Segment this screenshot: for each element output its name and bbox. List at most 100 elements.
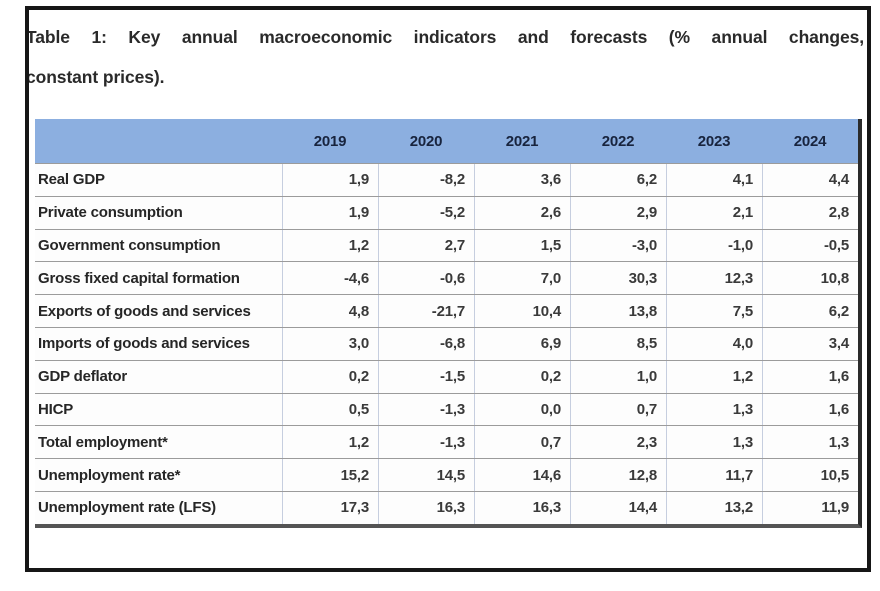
cell-value: 1,0	[570, 360, 666, 393]
cell-value: -8,2	[378, 164, 474, 196]
row-label: Real GDP	[38, 171, 105, 189]
row-label: Total employment*	[38, 433, 168, 451]
cell-value: 4,8	[282, 295, 378, 327]
year-header-2019: 2019	[313, 132, 347, 150]
cell-value: 16,3	[474, 491, 570, 524]
cell-value: 4,0	[666, 327, 762, 360]
cell-value: -3,0	[570, 229, 666, 262]
cell-value: 6,2	[762, 295, 858, 327]
cell-value: 1,9	[282, 196, 378, 229]
macro-indicators-table: 2019 2020 2021 2022 2023 2024 Real GDP 1,9 -8,2…	[35, 119, 862, 528]
cell-value: 17,3	[282, 491, 378, 524]
year-header-2022: 2022	[601, 132, 635, 150]
cell-value: 2,7	[378, 229, 474, 262]
cell-value: 0,7	[474, 426, 570, 459]
table-row: Imports of goods and services 3,0 -6,8 6,9 8…	[35, 326, 858, 360]
cell-value: 10,5	[762, 459, 858, 491]
table-caption: Table 1: Key annual macroeconomic indica…	[26, 17, 865, 97]
row-label: HICP	[38, 400, 74, 418]
cell-value: 0,2	[474, 360, 570, 393]
cell-value: 2,8	[762, 196, 858, 229]
row-label: GDP deflator	[38, 368, 128, 386]
header-label-spacer	[35, 119, 282, 163]
cell-value: 7,5	[666, 295, 762, 327]
cell-value: 12,3	[666, 262, 762, 295]
year-header-2024: 2024	[793, 132, 827, 150]
cell-value: 11,9	[762, 491, 858, 524]
cell-value: 1,3	[666, 426, 762, 459]
table-caption-line-2: constant prices).	[26, 67, 165, 87]
table-caption-line-1: Table 1: Key annual macroeconomic indica…	[26, 27, 864, 47]
table-row: GDP deflator 0,2 -1,5 0,2 1,0 1,2 1,6	[35, 359, 858, 393]
cell-value: 0,0	[474, 393, 570, 426]
table-row: HICP 0,5 -1,3 0,0 0,7 1,3 1,6	[35, 392, 858, 426]
cell-value: 2,1	[666, 196, 762, 229]
cell-value: 4,4	[762, 164, 858, 196]
row-label: Imports of goods and services	[38, 335, 250, 353]
cell-value: 0,5	[282, 393, 378, 426]
cell-value: 3,0	[282, 327, 378, 360]
row-label: Unemployment rate (LFS)	[38, 499, 216, 517]
cell-value: 2,9	[570, 196, 666, 229]
cell-value: 15,2	[282, 459, 378, 491]
cell-value: 1,3	[762, 426, 858, 459]
cell-value: -1,3	[378, 426, 474, 459]
cell-value: 7,0	[474, 262, 570, 295]
cell-value: 4,1	[666, 164, 762, 196]
cell-value: 0,7	[570, 393, 666, 426]
cell-value: 13,8	[570, 295, 666, 327]
cell-value: -5,2	[378, 196, 474, 229]
table-row: Unemployment rate (LFS) 17,3 16,3 16,3 14,4 1…	[35, 490, 858, 524]
table-body: Real GDP 1,9 -8,2 3,6 6,2 4,1 4,4 Private consu…	[35, 163, 858, 524]
cell-value: 16,3	[378, 491, 474, 524]
cell-value: 3,6	[474, 164, 570, 196]
cell-value: 1,3	[666, 393, 762, 426]
year-header-2020: 2020	[409, 132, 443, 150]
table-row: Government consumption 1,2 2,7 1,5 -3,0 -1,0-…	[35, 228, 858, 262]
year-header-2023: 2023	[697, 132, 731, 150]
cell-value: 13,2	[666, 491, 762, 524]
cell-value: -1,5	[378, 360, 474, 393]
cell-value: 2,3	[570, 426, 666, 459]
table-row: Exports of goods and services 4,8 -21,7 10,…	[35, 294, 858, 327]
table-row: Total employment* 1,2 -1,3 0,7 2,3 1,3 1,3	[35, 425, 858, 459]
cell-value: 2,6	[474, 196, 570, 229]
table-row: Real GDP 1,9 -8,2 3,6 6,2 4,1 4,4	[35, 163, 858, 196]
row-label: Government consumption	[38, 236, 221, 254]
row-label: Gross fixed capital formation	[38, 269, 240, 287]
cell-value: 10,8	[762, 262, 858, 295]
table-row: Private consumption 1,9 -5,2 2,6 2,9 2,1 2,8	[35, 195, 858, 229]
cell-value: 10,4	[474, 295, 570, 327]
cell-value: -1,3	[378, 393, 474, 426]
cell-value: 6,9	[474, 327, 570, 360]
cell-value: 8,5	[570, 327, 666, 360]
cell-value: 0,2	[282, 360, 378, 393]
cell-value: 1,6	[762, 393, 858, 426]
cell-value: 1,2	[282, 229, 378, 262]
table-header-row: 2019 2020 2021 2022 2023 2024	[35, 119, 858, 163]
table-row: Unemployment rate* 15,2 14,5 14,6 12,8 11,7 10…	[35, 458, 858, 491]
cell-value: 1,2	[666, 360, 762, 393]
cell-value: 1,2	[282, 426, 378, 459]
cell-value: 1,5	[474, 229, 570, 262]
cell-value: -21,7	[378, 295, 474, 327]
cell-value: -1,0	[666, 229, 762, 262]
cell-value: -0,6	[378, 262, 474, 295]
row-label: Exports of goods and services	[38, 302, 251, 320]
page-border-frame: Table 1: Key annual macroeconomic indica…	[25, 6, 871, 572]
year-header-2021: 2021	[505, 132, 539, 150]
cell-value: 1,6	[762, 360, 858, 393]
cell-value: 30,3	[570, 262, 666, 295]
cell-value: 12,8	[570, 459, 666, 491]
cell-value: 14,4	[570, 491, 666, 524]
cell-value: -6,8	[378, 327, 474, 360]
cell-value: 11,7	[666, 459, 762, 491]
cell-value: 3,4	[762, 327, 858, 360]
cell-value: 6,2	[570, 164, 666, 196]
cell-value: -0,5	[762, 229, 858, 262]
cell-value: 14,6	[474, 459, 570, 491]
cell-value: -4,6	[282, 262, 378, 295]
cell-value: 14,5	[378, 459, 474, 491]
cell-value: 1,9	[282, 164, 378, 196]
